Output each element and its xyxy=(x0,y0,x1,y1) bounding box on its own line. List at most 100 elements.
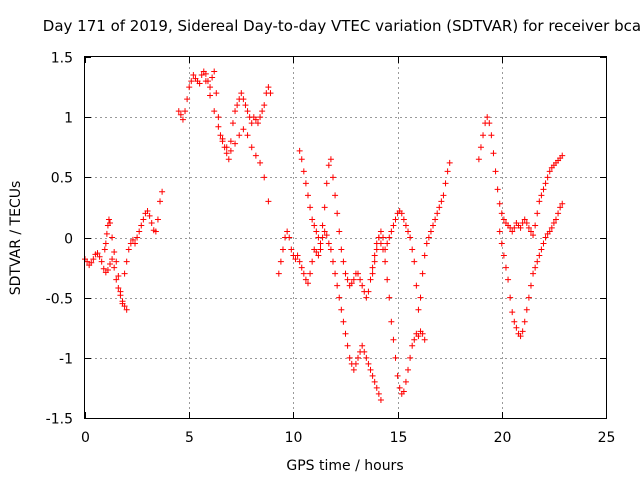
data-point xyxy=(261,174,268,181)
data-point xyxy=(502,264,509,271)
data-point xyxy=(517,333,524,340)
data-point xyxy=(317,246,324,253)
series-track-b xyxy=(101,216,126,307)
data-point xyxy=(242,102,249,109)
x-tick-label: 5 xyxy=(185,430,194,446)
data-point xyxy=(302,180,309,187)
data-point xyxy=(421,336,428,343)
data-point xyxy=(123,258,130,265)
data-point xyxy=(309,258,316,265)
data-point xyxy=(315,234,322,241)
data-point xyxy=(248,120,255,127)
data-point xyxy=(240,126,247,133)
data-point xyxy=(182,108,189,115)
data-point xyxy=(107,260,114,267)
data-point xyxy=(215,123,222,130)
data-point xyxy=(232,108,239,115)
plot-frame xyxy=(84,56,607,419)
data-point xyxy=(534,210,541,217)
data-point xyxy=(325,240,332,247)
data-point xyxy=(146,212,153,219)
data-point xyxy=(259,108,266,115)
data-point xyxy=(207,84,214,91)
data-point xyxy=(277,258,284,265)
data-point xyxy=(198,72,205,79)
data-point xyxy=(346,354,353,361)
data-point xyxy=(304,280,311,287)
data-point xyxy=(521,318,528,325)
data-point xyxy=(509,309,516,316)
data-point xyxy=(232,140,239,147)
data-point xyxy=(296,147,303,154)
data-point xyxy=(496,200,503,207)
data-point xyxy=(317,240,324,247)
data-point xyxy=(138,222,145,229)
data-point xyxy=(323,232,330,239)
data-point xyxy=(423,240,430,247)
data-point xyxy=(115,285,122,292)
data-point xyxy=(430,222,437,229)
data-point xyxy=(517,224,524,231)
data-point xyxy=(388,318,395,325)
data-point xyxy=(394,372,401,379)
data-point xyxy=(267,90,274,97)
data-point xyxy=(344,276,351,283)
data-point xyxy=(101,246,108,253)
data-point xyxy=(548,224,555,231)
data-point xyxy=(363,294,370,301)
data-point xyxy=(321,228,328,235)
data-point xyxy=(532,222,539,229)
data-point xyxy=(559,152,566,159)
data-point xyxy=(398,210,405,217)
data-point xyxy=(542,234,549,241)
data-point xyxy=(500,252,507,259)
data-point xyxy=(238,90,245,97)
data-point xyxy=(434,210,441,217)
data-point xyxy=(546,168,553,175)
data-point xyxy=(294,252,301,259)
data-point xyxy=(365,288,372,295)
data-point xyxy=(209,74,216,81)
grid xyxy=(85,57,606,418)
data-point xyxy=(215,114,222,121)
data-point xyxy=(104,266,111,273)
data-point xyxy=(190,72,197,79)
data-point xyxy=(225,156,232,163)
x-tick-label: 15 xyxy=(390,430,408,446)
data-point xyxy=(371,378,378,385)
x-tick-label: 10 xyxy=(285,430,303,446)
data-point xyxy=(315,252,322,259)
data-point xyxy=(307,270,314,277)
data-point xyxy=(325,162,332,169)
data-point xyxy=(525,294,532,301)
data-point xyxy=(402,222,409,229)
data-point xyxy=(327,156,334,163)
series-track-f xyxy=(275,228,384,403)
data-point xyxy=(477,144,484,151)
data-point xyxy=(292,256,299,263)
data-point xyxy=(144,208,151,215)
data-point xyxy=(355,270,362,277)
data-point xyxy=(480,132,487,139)
y-tick-label: 0.5 xyxy=(51,171,73,187)
data-point xyxy=(490,150,497,157)
data-point xyxy=(107,220,114,227)
data-point xyxy=(136,228,143,235)
data-point xyxy=(419,270,426,277)
data-point xyxy=(400,216,407,223)
data-point xyxy=(329,174,336,181)
data-point xyxy=(244,108,251,115)
data-point xyxy=(371,258,378,265)
data-point xyxy=(527,228,534,235)
data-point xyxy=(367,366,374,373)
data-point xyxy=(105,216,112,223)
data-point xyxy=(511,318,518,325)
data-point xyxy=(538,192,545,199)
data-point xyxy=(384,240,391,247)
data-point xyxy=(492,168,499,175)
data-point xyxy=(332,270,339,277)
data-point xyxy=(154,216,161,223)
data-point xyxy=(275,270,282,277)
data-point xyxy=(219,135,226,142)
